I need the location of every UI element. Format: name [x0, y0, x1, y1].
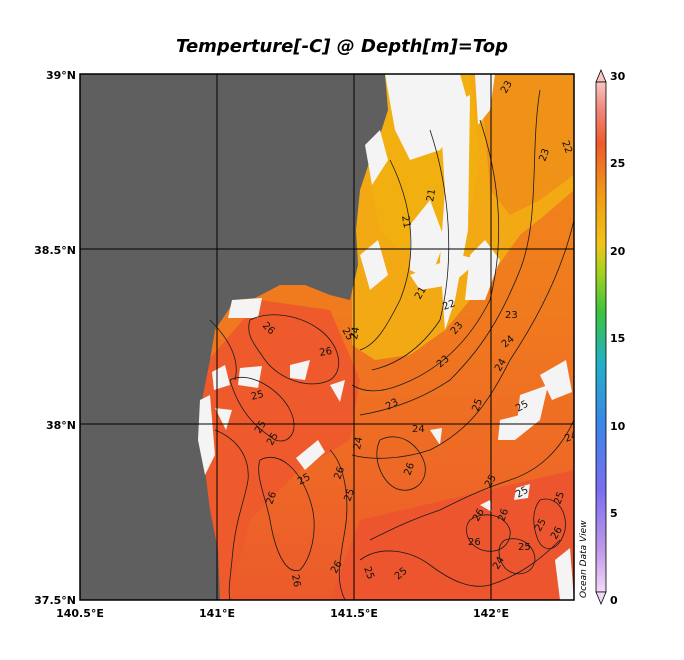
contour-label: 21: [399, 215, 412, 229]
contour-label: 26: [332, 465, 347, 481]
land-mass: [80, 74, 388, 600]
contour-label: 24: [412, 424, 425, 435]
contour-label: 24: [349, 326, 362, 340]
contour-label: 26: [264, 490, 279, 506]
colorbar-tick-label: 0: [610, 594, 618, 607]
northeast-water-region: [480, 74, 574, 215]
contour-lines: [209, 89, 574, 600]
colorbar-tick-label: 15: [610, 332, 625, 345]
lat-tick-label: 39°N: [46, 69, 76, 82]
lon-tick-label: 141.5°E: [330, 607, 378, 620]
southern-warm-region: [330, 470, 574, 600]
colorbar-top-arrow: [595, 68, 607, 83]
map-title: Temperture[-C] @ Depth[m]=Top: [175, 36, 508, 57]
contour-label: 23: [505, 310, 518, 321]
lon-axis: 140.5°E 141°E 141.5°E 142°E: [56, 607, 509, 620]
contour-label: 24: [563, 430, 579, 445]
map-frame: [79, 73, 575, 601]
contour-label: 26: [402, 461, 417, 477]
contour-label: 25: [552, 490, 567, 506]
lat-tick-label: 37.5°N: [34, 594, 76, 607]
contour-label: 26: [319, 346, 333, 359]
contour-label: 25: [470, 397, 485, 413]
lon-tick-label: 141°E: [199, 607, 235, 620]
contour-label: 22: [559, 139, 574, 155]
colorbar-tick-label: 10: [610, 420, 626, 433]
colorbar-tick-label: 5: [610, 507, 618, 520]
colorbar-gradient: [595, 81, 607, 593]
lat-lon-grid: [80, 74, 574, 600]
no-data-patches: [198, 74, 574, 600]
contour-label: 24: [352, 436, 365, 450]
lat-tick-label: 38°N: [46, 419, 76, 432]
lat-axis: 39°N 38.5°N 38°N 37.5°N: [34, 69, 76, 607]
contour-label: 26: [289, 574, 302, 588]
colorbar-bottom-arrow: [595, 591, 607, 606]
colorbar-tick-label: 25: [610, 157, 625, 170]
watermark-label: Ocean Data View: [579, 520, 589, 598]
lon-tick-label: 142°E: [473, 607, 509, 620]
colorbar-tick-label: 30: [610, 70, 626, 83]
contour-label: 21: [425, 188, 438, 202]
contour-label: 25: [250, 389, 265, 403]
contour-label: 25: [361, 565, 376, 581]
map-plot-area: 23 22 23 21 21 21 22 23 23 24 23 26 26 2…: [80, 74, 579, 600]
contour-label: 26: [496, 507, 511, 523]
colorbar-tick-label: 20: [610, 245, 626, 258]
contour-label: 26: [468, 537, 481, 548]
lat-tick-label: 38.5°N: [34, 244, 76, 257]
colorbar: 30 25 20 15 10 5 0: [595, 68, 626, 607]
lon-tick-label: 140.5°E: [56, 607, 104, 620]
contour-label: 25: [518, 542, 531, 553]
contour-label: 23: [537, 147, 552, 163]
contour-label: 22: [441, 298, 457, 313]
